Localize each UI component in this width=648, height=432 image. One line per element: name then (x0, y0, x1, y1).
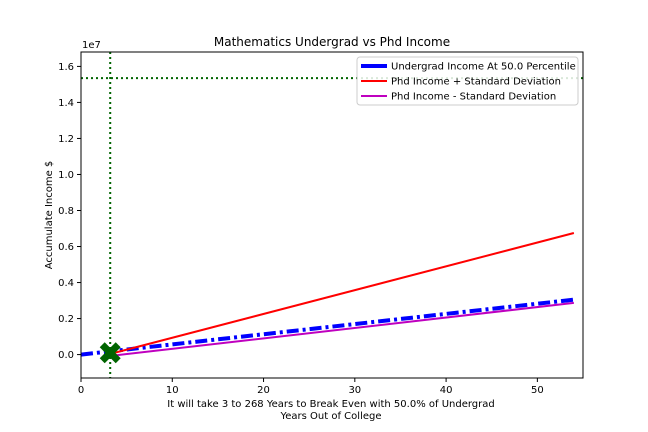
x-tick-label: 10 (166, 385, 179, 396)
x-tick-label: 40 (440, 385, 453, 396)
series-line-2 (110, 232, 575, 355)
x-axis-label: It will take 3 to 268 Years to Break Eve… (167, 399, 494, 410)
y-axis-label: Accumulate Income $ (44, 161, 55, 270)
chart-title: Mathematics Undergrad vs Phd Income (214, 35, 450, 49)
y-tick-label: 0.0 (58, 350, 74, 361)
y-tick-label: 0.8 (58, 206, 74, 217)
y-offset-label: 1e7 (82, 40, 101, 51)
plot-area (81, 52, 583, 378)
break-even-marker (99, 342, 121, 364)
axes-frame (80, 51, 584, 379)
x-tick-label: 30 (348, 385, 361, 396)
y-tick-label: 1.2 (58, 134, 74, 145)
x-tick-label: 50 (531, 385, 544, 396)
legend-box (356, 56, 579, 106)
legend-label-2: Phd Income + Standard Deviation (391, 77, 561, 88)
y-tick-label: 0.4 (58, 278, 74, 289)
y-tick-label: 1.4 (58, 98, 74, 109)
x-tick-label: 0 (78, 385, 84, 396)
y-tick-label: 1.6 (58, 62, 74, 73)
series-line-3 (111, 301, 574, 357)
plot-content (81, 52, 583, 378)
legend: Undergrad Income At 50.0 Percentile Phd I… (356, 56, 579, 106)
marker-stroke-b (99, 342, 121, 364)
y-tick-label: 0.2 (58, 314, 74, 325)
x-tick-label: 20 (257, 385, 270, 396)
legend-label-3: Phd Income - Standard Deviation (391, 92, 556, 103)
series-line-1 (81, 297, 575, 357)
legend-label-1: Undergrad Income At 50.0 Percentile (391, 62, 576, 73)
axes: 0 10 20 30 40 50 0.0 0.2 0.4 0.6 0.8 1.0 1.2 1.4 1.6 (58, 51, 584, 396)
x-axis-label-line2: Years Out of College (280, 411, 382, 422)
y-tick-label: 1.0 (58, 170, 74, 181)
y-tick-label: 0.6 (58, 242, 74, 253)
